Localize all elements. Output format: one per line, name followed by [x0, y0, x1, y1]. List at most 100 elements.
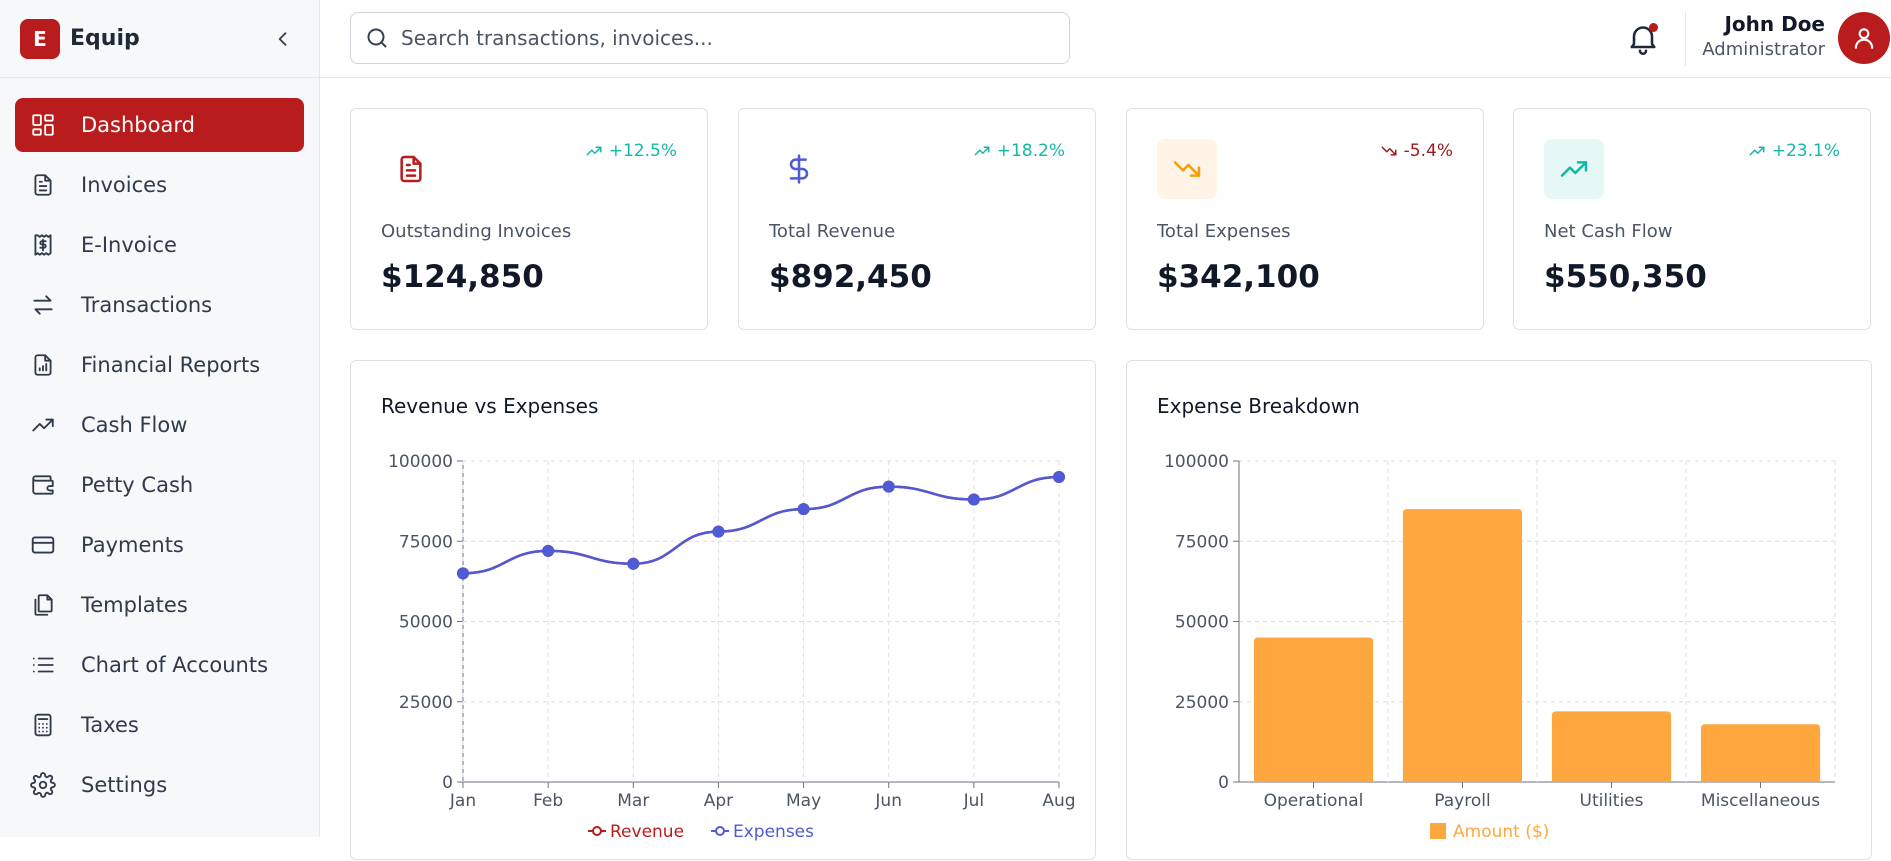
bar-utilities[interactable] — [1551, 711, 1672, 782]
bell-icon — [1630, 26, 1656, 55]
bar-payroll[interactable] — [1402, 509, 1523, 782]
user-info[interactable]: John Doe Administrator — [1702, 10, 1825, 62]
trend-down-icon — [1173, 161, 1201, 177]
sidebar-item-label: Dashboard — [81, 113, 195, 137]
legend-item-amount[interactable]: Amount ($) — [1430, 822, 1549, 842]
x-tick-label: May — [786, 791, 821, 811]
search-input[interactable] — [401, 26, 1041, 50]
revenue-expenses-card: Revenue vs Expenses 0 25000 50000 75000 1000… — [350, 360, 1096, 860]
dollar-icon — [789, 154, 809, 184]
gear-icon — [30, 772, 56, 798]
sidebar-item-label: Taxes — [81, 713, 139, 737]
sidebar-item-label: Petty Cash — [81, 473, 194, 497]
series-line-revenue — [462, 475, 1060, 575]
y-tick-label: 100000 — [388, 452, 453, 472]
sidebar-item-label: Transactions — [81, 293, 213, 317]
sidebar-item-transactions[interactable]: Transactions — [15, 278, 304, 332]
stat-icon-box — [1544, 139, 1604, 199]
sidebar-item-taxes[interactable]: Taxes — [15, 698, 304, 752]
data-point-expenses[interactable] — [457, 567, 469, 580]
x-tick-label: Jul — [963, 791, 985, 811]
top-header: John Doe Administrator — [320, 0, 1891, 78]
wallet-icon — [32, 475, 54, 495]
stat-label: Outstanding Invoices — [381, 221, 572, 242]
stat-trend: +23.1% — [1748, 141, 1840, 161]
chevron-left-icon — [278, 31, 287, 46]
stat-card-net-cash-flow[interactable]: +23.1% Net Cash Flow $550,350 — [1513, 108, 1871, 330]
sidebar-item-label: Financial Reports — [81, 353, 261, 377]
legend-label: Expenses — [733, 822, 814, 842]
avatar[interactable] — [1838, 12, 1890, 64]
data-point-expenses[interactable] — [542, 544, 555, 557]
sidebar-item-label: E-Invoice — [81, 233, 177, 257]
report-icon — [34, 354, 52, 376]
stat-icon-box — [769, 139, 829, 199]
data-point-expenses[interactable] — [797, 503, 810, 516]
sidebar-item-label: Cash Flow — [81, 413, 188, 437]
chart-title: Expense Breakdown — [1157, 394, 1360, 418]
y-tick-label: 75000 — [399, 532, 453, 552]
stat-icon-box — [381, 139, 441, 199]
stat-card-total-revenue[interactable]: +18.2% Total Revenue $892,450 — [738, 108, 1096, 330]
trend-up-icon — [1560, 161, 1588, 177]
data-point-expenses[interactable] — [712, 525, 725, 538]
stat-value: $550,350 — [1544, 259, 1707, 295]
card-icon — [31, 536, 55, 554]
invoice-icon — [34, 174, 52, 196]
trend-icon — [32, 418, 54, 432]
stat-trend: +12.5% — [585, 141, 677, 161]
legend-item-expenses[interactable]: Expenses — [711, 822, 814, 842]
transactions-icon — [33, 295, 53, 315]
sidebar-item-payments[interactable]: Payments — [15, 518, 304, 572]
x-tick-label: Mar — [617, 791, 649, 811]
list-icon — [32, 657, 54, 673]
data-point-expenses[interactable] — [882, 480, 895, 493]
legend-item-revenue[interactable]: Revenue — [588, 822, 684, 842]
stat-trend: +18.2% — [973, 141, 1065, 161]
data-point-expenses[interactable] — [967, 493, 980, 506]
sidebar-item-label: Payments — [81, 533, 184, 557]
calculator-icon — [34, 713, 52, 737]
sidebar-item-templates[interactable]: Templates — [15, 578, 304, 632]
sidebar-item-cash-flow[interactable]: Cash Flow — [15, 398, 304, 452]
header-divider — [1685, 12, 1686, 66]
data-point-expenses[interactable] — [627, 557, 640, 570]
data-point-expenses[interactable] — [1053, 471, 1065, 484]
notifications-button[interactable] — [1625, 20, 1661, 56]
sidebar-item-settings[interactable]: Settings — [15, 758, 304, 812]
sidebar-item-e-invoice[interactable]: E-Invoice — [15, 218, 304, 272]
legend-swatch — [1430, 823, 1446, 839]
y-tick-label: 25000 — [399, 693, 453, 713]
stat-value: $124,850 — [381, 259, 544, 295]
collapse-sidebar-button[interactable] — [267, 23, 299, 55]
bar-operational[interactable] — [1253, 637, 1374, 782]
e-invoice-icon — [34, 234, 52, 256]
stat-trend-value: +23.1% — [1771, 141, 1840, 161]
brand-name: Equip — [70, 26, 140, 51]
sidebar-item-chart-of-accounts[interactable]: Chart of Accounts — [15, 638, 304, 692]
stat-icon-box — [1157, 139, 1217, 199]
search-box[interactable] — [350, 12, 1070, 64]
search-icon — [367, 28, 387, 48]
stat-card-total-expenses[interactable]: -5.4% Total Expenses $342,100 — [1126, 108, 1484, 330]
sidebar-item-invoices[interactable]: Invoices — [15, 158, 304, 212]
sidebar-item-label: Chart of Accounts — [81, 653, 269, 677]
brand-bar: E Equip — [0, 0, 319, 78]
stat-value: $892,450 — [769, 259, 932, 295]
legend-marker — [592, 826, 602, 836]
x-tick-label: Apr — [704, 791, 733, 811]
legend-label: Revenue — [610, 822, 684, 842]
sidebar-item-label: Templates — [81, 593, 188, 617]
stat-card-outstanding-invoices[interactable]: +12.5% Outstanding Invoices $124,850 — [350, 108, 708, 330]
sidebar-item-dashboard[interactable]: Dashboard — [15, 98, 304, 152]
trend-up-icon — [586, 146, 602, 156]
y-tick-label: 25000 — [1175, 693, 1229, 713]
stat-label: Net Cash Flow — [1544, 221, 1673, 242]
sidebar-item-petty-cash[interactable]: Petty Cash — [15, 458, 304, 512]
bar-miscellaneous[interactable] — [1700, 724, 1821, 782]
sidebar-item-financial-reports[interactable]: Financial Reports — [15, 338, 304, 392]
revenue-expenses-chart: 0 25000 50000 75000 100000 Jan Feb Mar Apr May Jun… — [388, 452, 1076, 842]
x-tick-label: Feb — [533, 791, 563, 811]
x-tick-label: Jan — [449, 791, 476, 811]
trend-up-icon — [974, 146, 990, 156]
